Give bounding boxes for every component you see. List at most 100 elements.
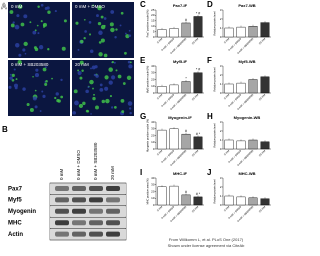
cell [39,45,44,50]
panel-letter: I [140,168,142,177]
bar [236,26,246,38]
cell [13,83,18,88]
x-tick-label: 0 mM [223,149,230,156]
bar [260,76,270,94]
bar [181,133,191,150]
bar [181,81,191,94]
cell [91,65,96,70]
cell [128,29,131,32]
cell [32,30,37,35]
cell [54,10,57,13]
cell [98,41,102,44]
significance-marker: * # [196,11,200,15]
cell [82,101,86,106]
cell [92,96,96,101]
cell [108,67,113,72]
cell [55,92,59,96]
panel-letter: G [140,112,146,121]
cell [10,23,15,28]
blot-band [72,197,86,203]
cell [61,46,66,51]
cell [9,73,12,76]
image-label: 20 mM [75,62,89,67]
x-tick-label: 20 mM [191,205,199,213]
cell [77,70,82,76]
cell [89,79,94,85]
chart-title: MHC-WB [238,171,255,176]
cell [54,96,57,100]
chart-title: Myogenin-IF [168,115,192,120]
bar [157,186,167,206]
y-tick-label: 0 [153,91,155,95]
blot-band [89,208,103,214]
x-tick-label: 20 mM [258,149,266,157]
blot-band [106,186,120,191]
blot-band [72,186,86,191]
cell [83,37,86,40]
cell [89,33,92,36]
bar [260,22,270,38]
x-tick-label: 20 mM [191,149,199,157]
chart-title: Myf5-IF [173,59,188,64]
cell [20,22,25,27]
cell [124,32,127,35]
blot-band [106,231,120,237]
significance-marker: # * [196,132,201,136]
cell [32,96,37,101]
cell [44,82,48,86]
x-tick-label: 0 mM [223,93,230,100]
bar [224,27,234,38]
cell [29,107,34,112]
cell [34,73,40,78]
x-tick-label: 0 mM [223,205,230,212]
cell [99,83,103,87]
x-tick-label: 0 mM [223,37,230,44]
panel-letter: C [140,0,146,9]
cell [18,5,21,7]
cell [37,5,40,8]
chart-title: Myogenin-WB [234,115,261,120]
cell [85,109,89,113]
cell [34,105,38,109]
blot-row-label: Pax7 [8,186,23,192]
cell [88,21,92,24]
bar [169,84,179,94]
blot-row-label: Actin [8,232,23,238]
cell [57,99,61,103]
significance-marker: # [185,190,187,194]
blot-band [72,231,86,237]
cell [9,76,13,80]
panel-letter: H [207,112,213,121]
chart-title: Pax7-IF [173,3,188,8]
cell [22,48,26,52]
cell [119,24,122,27]
y-tick-label: 1 [220,194,222,198]
panel-letter: E [140,56,146,65]
cell [14,24,20,30]
cell [44,66,47,69]
cell [115,28,118,31]
bar [181,22,191,38]
y-tick-label: 0 [220,35,222,39]
blot-lane-bg [50,217,126,229]
blot-band [55,197,69,203]
cell [37,32,40,35]
y-tick-label: 2 [220,185,222,189]
y-tick-label: 1 [220,138,222,142]
blot-column-label: 20 mM [110,166,115,180]
bar [169,28,179,38]
cell [96,14,99,18]
blot-column-label: 0 mM [59,168,64,180]
cell [111,75,116,80]
blot-band [89,220,103,226]
significance-marker: * # [196,68,200,72]
cell [63,19,67,23]
cell [23,14,28,19]
y-tick-label: 1 [220,82,222,86]
y-tick-label: 20 [151,133,155,137]
y-tick-label: 5 [153,29,155,33]
cell [60,78,63,82]
cell [77,69,80,72]
cell [29,21,32,24]
blot-row-label: Myf5 [8,198,22,204]
